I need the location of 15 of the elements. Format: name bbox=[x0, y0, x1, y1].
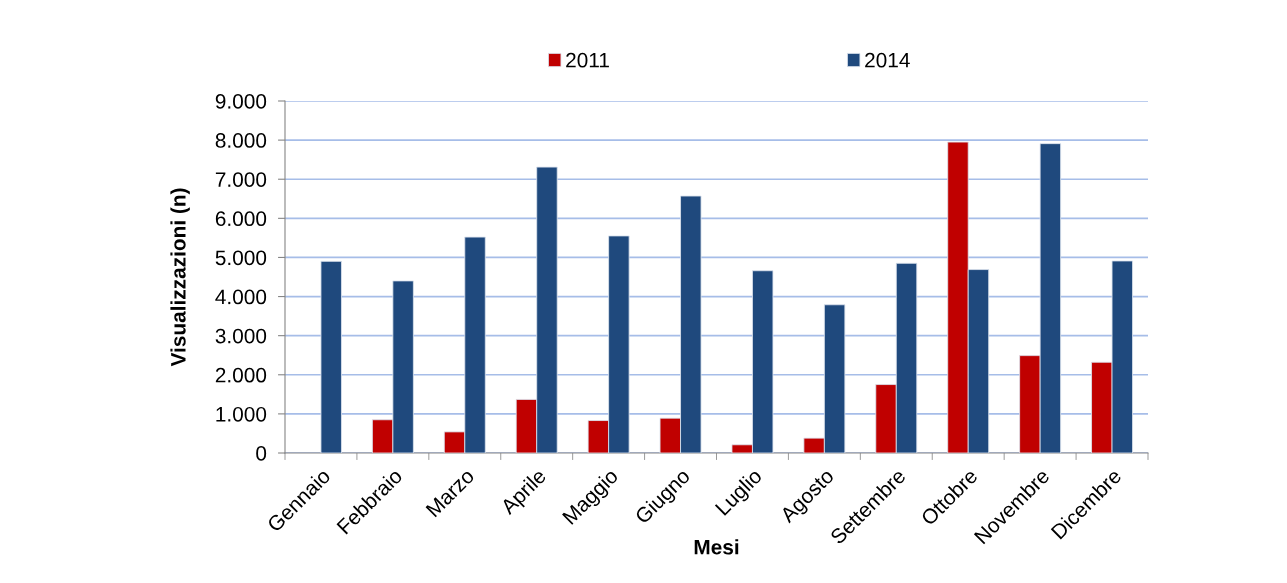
y-tick-label: 3.000 bbox=[215, 328, 267, 344]
y-tick-label: 6.000 bbox=[215, 211, 267, 227]
y-tick-label: 9.000 bbox=[215, 94, 267, 109]
y-tick-label: 4.000 bbox=[215, 289, 267, 305]
y-tick-label: 8.000 bbox=[215, 133, 267, 148]
y-tick-label: 7.000 bbox=[215, 172, 267, 187]
y-tick-label: 0 bbox=[256, 446, 267, 461]
y-tick-label: 5.000 bbox=[215, 250, 267, 266]
x-axis-title: Mesi bbox=[694, 539, 739, 555]
legend-label: 2014 bbox=[865, 52, 910, 68]
legend-label: 2011 bbox=[566, 52, 609, 68]
y-tick-label: 1.000 bbox=[216, 406, 267, 422]
y-tick-label: 2.000 bbox=[215, 367, 267, 383]
bar bbox=[320, 260, 342, 453]
y-axis-title: Visualizzazioni (n) bbox=[170, 188, 190, 367]
